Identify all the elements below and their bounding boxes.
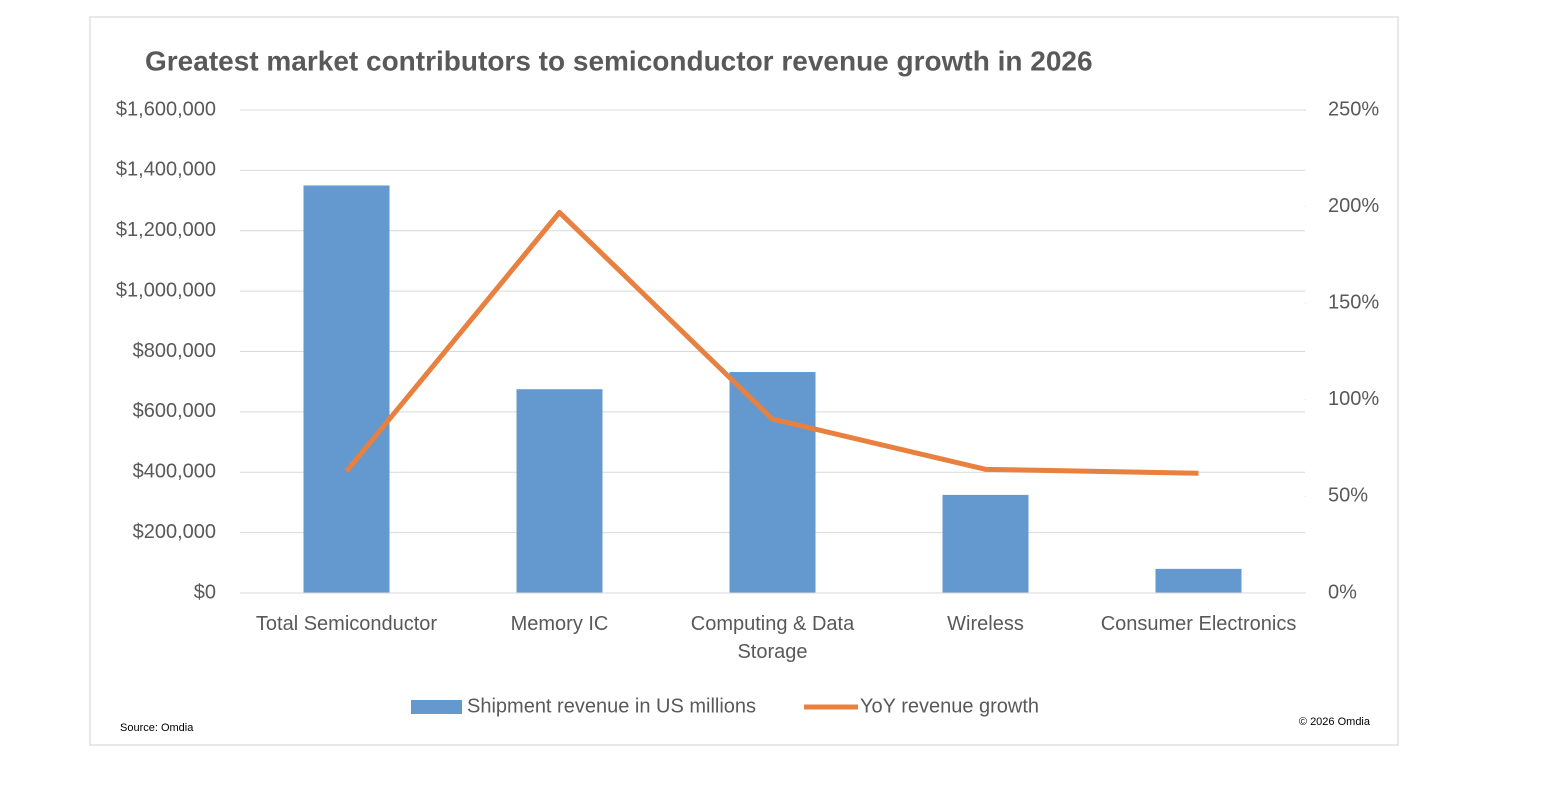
y-tick-label: $400,000	[133, 461, 216, 483]
bar	[303, 185, 390, 593]
y2-tick-label: 50%	[1328, 485, 1368, 507]
y2-tick-label: 250%	[1328, 98, 1379, 120]
y-tick-label: $800,000	[133, 340, 216, 362]
x-tick-label: Wireless	[947, 613, 1024, 635]
y2-tick-label: 100%	[1328, 388, 1379, 410]
x-tick-label: Computing & Data Storage	[690, 613, 855, 663]
chart-title: Greatest market contributors to semicond…	[145, 45, 1093, 76]
y2-tick-label: 200%	[1328, 195, 1379, 217]
x-tick-label: Memory IC	[510, 613, 609, 635]
y-tick-label: $1,000,000	[116, 279, 216, 301]
y2-tick-label: 150%	[1328, 291, 1379, 313]
source-note: Source: Omdia	[120, 722, 194, 734]
y-tick-label: $1,200,000	[116, 219, 216, 241]
copyright-note: © 2026 Omdia	[1299, 716, 1371, 728]
bar	[942, 494, 1029, 593]
y-tick-label: $1,600,000	[116, 98, 216, 120]
line-series	[344, 209, 1199, 476]
legend-label: Shipment revenue in US millions	[467, 695, 756, 717]
y-tick-label: $1,400,000	[116, 159, 216, 181]
y-tick-label: $200,000	[133, 521, 216, 543]
bar	[516, 389, 603, 593]
x-tick-label: Total Semiconductor	[255, 613, 438, 635]
x-tick-label: Consumer Electronics	[1100, 613, 1297, 635]
y-tick-label: $600,000	[133, 400, 216, 422]
bar	[1155, 568, 1242, 593]
legend-swatch	[411, 700, 462, 714]
y-tick-label: $0	[194, 581, 216, 603]
y2-tick-label: 0%	[1328, 581, 1357, 603]
bar	[729, 372, 816, 593]
legend-label: YoY revenue growth	[860, 695, 1039, 717]
